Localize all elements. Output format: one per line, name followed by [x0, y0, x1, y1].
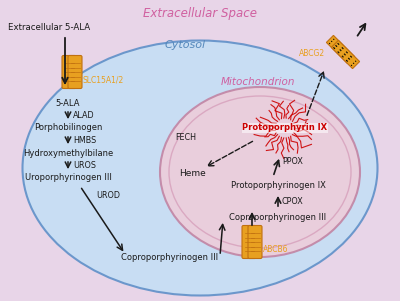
Text: ALAD: ALAD [73, 111, 95, 120]
Text: Porphobilinogen: Porphobilinogen [34, 123, 102, 132]
Text: ABCG2: ABCG2 [299, 49, 325, 58]
Polygon shape [326, 36, 355, 64]
Text: HMBS: HMBS [73, 136, 96, 145]
Ellipse shape [22, 41, 378, 296]
FancyBboxPatch shape [68, 55, 82, 88]
Text: Mitochondrion: Mitochondrion [221, 77, 295, 87]
Text: CPOX: CPOX [282, 197, 304, 206]
Text: UROD: UROD [96, 191, 120, 200]
Text: UROS: UROS [73, 161, 96, 170]
FancyBboxPatch shape [62, 55, 76, 88]
Ellipse shape [160, 87, 360, 257]
Text: Protoporphyrin IX: Protoporphyrin IX [242, 123, 328, 132]
FancyBboxPatch shape [242, 225, 256, 259]
Text: Extracellular Space: Extracellular Space [143, 8, 257, 20]
Text: Coproporphyrinogen III: Coproporphyrinogen III [230, 213, 326, 222]
Polygon shape [331, 40, 360, 69]
Text: ABCB6: ABCB6 [262, 246, 288, 255]
Text: Cytosol: Cytosol [164, 40, 206, 50]
Text: SLC15A1/2: SLC15A1/2 [82, 76, 124, 85]
FancyBboxPatch shape [248, 225, 262, 259]
Text: Uroporphyrinogen III: Uroporphyrinogen III [24, 173, 112, 182]
Text: 5-ALA: 5-ALA [56, 98, 80, 107]
Text: Hydroxymethylbilane: Hydroxymethylbilane [23, 148, 113, 157]
Text: Protoporphyrinogen IX: Protoporphyrinogen IX [230, 181, 326, 190]
Text: PPOX: PPOX [282, 157, 303, 166]
Text: Extracellular 5-ALA: Extracellular 5-ALA [8, 23, 90, 33]
Text: FECH: FECH [175, 134, 196, 142]
Text: Coproporphyrinogen III: Coproporphyrinogen III [122, 253, 218, 262]
Text: Heme: Heme [179, 169, 205, 178]
